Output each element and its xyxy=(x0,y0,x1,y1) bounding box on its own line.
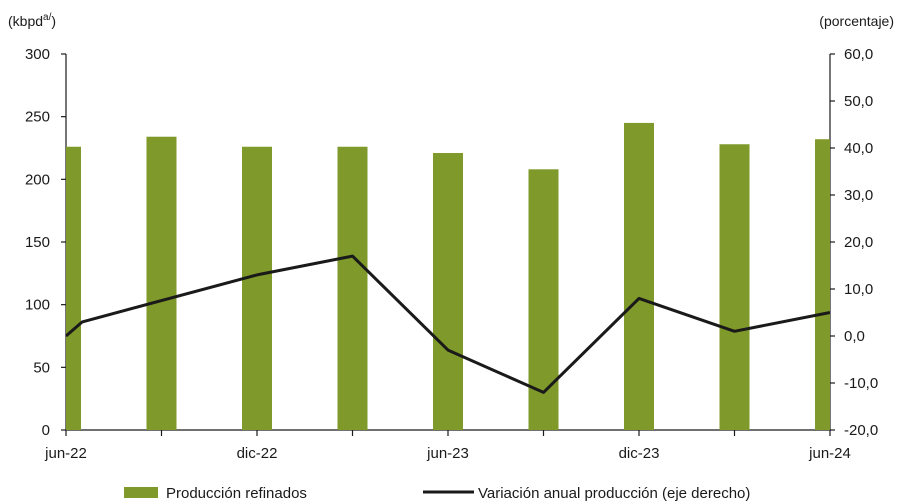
bar xyxy=(433,153,463,430)
tick-labels: 0 50 100 150 200 250 300 -20,0 -10,0 0,0 10,0 20,0 3… xyxy=(25,46,878,462)
bar xyxy=(815,139,830,430)
right-y-tick-label: 20,0 xyxy=(844,234,873,251)
legend-label-line: Variación anual producción (eje derecho) xyxy=(478,485,750,502)
x-tick-label: jun-23 xyxy=(426,445,469,462)
left-y-tick-label: 0 xyxy=(42,422,50,439)
left-y-tick-label: 150 xyxy=(25,234,50,251)
bar xyxy=(242,146,272,430)
right-y-tick-label: -10,0 xyxy=(844,375,878,392)
legend-label-bars: Producción refinados xyxy=(166,485,307,502)
line-series xyxy=(65,254,831,394)
bar xyxy=(719,144,750,431)
bar xyxy=(146,136,177,430)
x-tick-label: jun-24 xyxy=(808,445,851,462)
bars xyxy=(66,122,830,431)
right-y-tick-label: 30,0 xyxy=(844,187,873,204)
right-y-tick-label: 50,0 xyxy=(844,93,873,110)
left-y-tick-label: 300 xyxy=(25,46,50,63)
left-y-tick-label: 250 xyxy=(25,109,50,126)
legend-swatch-bars xyxy=(124,487,158,498)
bar xyxy=(337,146,368,430)
bar xyxy=(66,146,81,430)
right-y-tick-label: 10,0 xyxy=(844,281,873,298)
left-axis-unit: (kbpda/) xyxy=(8,12,56,29)
x-tick-label: jun-22 xyxy=(44,445,87,462)
bar xyxy=(624,122,654,430)
right-y-tick-label: 40,0 xyxy=(844,140,873,157)
right-y-tick-label: -20,0 xyxy=(844,422,878,439)
left-y-tick-label: 50 xyxy=(33,359,50,376)
right-y-tick-label: 0,0 xyxy=(844,328,865,345)
x-tick-label: dic-22 xyxy=(237,445,278,462)
left-y-tick-label: 100 xyxy=(25,297,50,314)
right-y-tick-label: 60,0 xyxy=(844,46,873,63)
legend: Producción refinados Variación anual pro… xyxy=(124,485,750,502)
x-tick-label: dic-23 xyxy=(619,445,660,462)
right-axis-unit: (porcentaje) xyxy=(819,13,894,29)
left-y-tick-label: 200 xyxy=(25,171,50,188)
